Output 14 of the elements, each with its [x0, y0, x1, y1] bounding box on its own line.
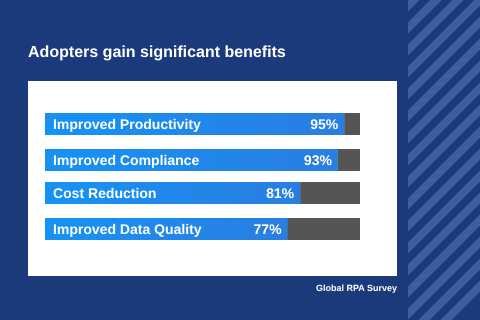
data-label: 93% — [304, 152, 332, 168]
y-tick-label: Improved Productivity — [53, 116, 202, 132]
data-label: 77% — [254, 220, 282, 237]
text: Global RPA Survey — [316, 283, 397, 293]
bar — [288, 218, 360, 240]
data-label: 81% — [266, 184, 295, 201]
bar — [300, 182, 360, 204]
y-tick-label: Improved Data Quality — [53, 220, 202, 237]
bar — [344, 113, 360, 135]
chart-title: Adopters gain significant benefits — [28, 44, 286, 61]
data-label: 95% — [310, 116, 339, 132]
y-tick-label: Improved Compliance — [53, 152, 200, 168]
bar — [338, 149, 360, 171]
y-tick-label: Cost Reduction — [53, 184, 156, 201]
